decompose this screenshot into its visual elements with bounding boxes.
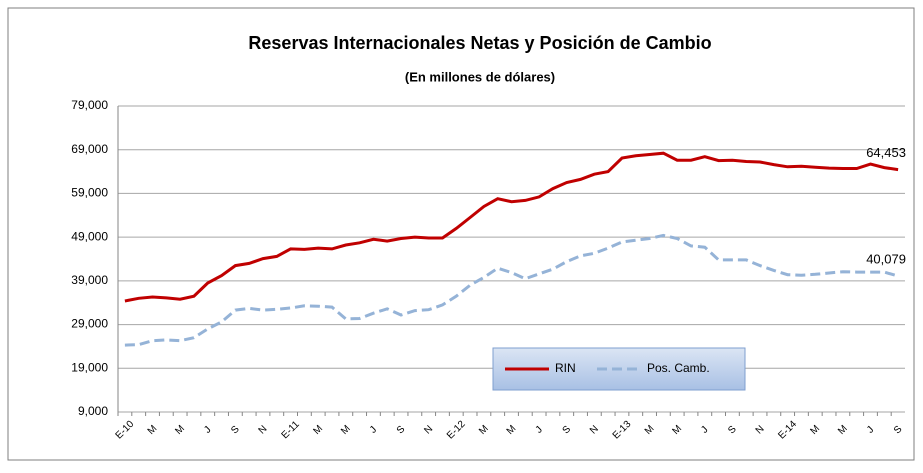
x-tick-label: J xyxy=(699,424,710,435)
x-tick-label: J xyxy=(368,424,379,435)
chart-title: Reservas Internacionales Netas y Posició… xyxy=(248,33,711,53)
y-tick-label: 39,000 xyxy=(71,273,108,287)
legend-label: RIN xyxy=(555,361,576,375)
y-tick-label: 79,000 xyxy=(71,98,108,112)
data-label: 64,453 xyxy=(866,145,906,160)
y-tick-label: 19,000 xyxy=(71,360,108,374)
data-label: 40,079 xyxy=(866,252,906,267)
series-line xyxy=(124,151,899,303)
chart-frame xyxy=(7,7,915,461)
x-tick-label: J xyxy=(534,424,545,435)
x-tick-label: J xyxy=(202,424,213,435)
y-tick-label: 59,000 xyxy=(71,186,108,200)
y-tick-label: 69,000 xyxy=(71,142,108,156)
y-tick-label: 9,000 xyxy=(78,404,108,418)
series-line xyxy=(124,233,899,347)
y-tick-label: 29,000 xyxy=(71,317,108,331)
x-tick-label: J xyxy=(865,424,876,435)
legend-label: Pos. Camb. xyxy=(647,361,710,375)
y-tick-label: 49,000 xyxy=(71,229,108,243)
chart-subtitle: (En millones de dólares) xyxy=(405,69,555,84)
